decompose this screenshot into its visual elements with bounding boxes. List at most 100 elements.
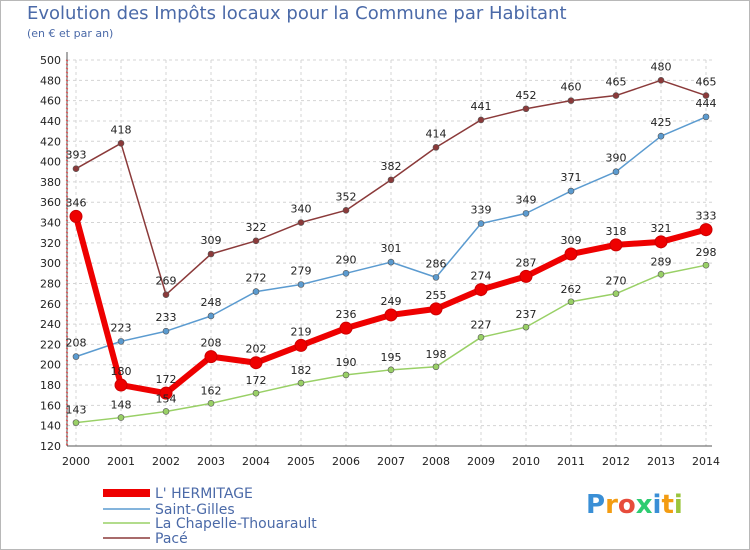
axis-accent xyxy=(65,251,69,254)
y-tick-label: 120 xyxy=(40,440,61,453)
axis-accent xyxy=(65,411,69,414)
data-label: 460 xyxy=(561,81,582,94)
data-label: 270 xyxy=(606,275,627,288)
legend-label: Pacé xyxy=(155,531,188,547)
data-label: 349 xyxy=(516,193,537,206)
data-point xyxy=(564,247,578,261)
axis-accent xyxy=(65,111,69,114)
data-point xyxy=(207,250,215,258)
data-label: 182 xyxy=(291,364,312,377)
data-label: 414 xyxy=(426,127,447,140)
data-label: 465 xyxy=(696,76,717,89)
axis-accent xyxy=(65,91,69,94)
data-point xyxy=(252,288,260,295)
data-point xyxy=(117,139,125,147)
data-label: 208 xyxy=(66,337,87,350)
data-label: 172 xyxy=(156,373,177,386)
data-label: 346 xyxy=(66,196,87,209)
y-tick-label: 480 xyxy=(40,74,61,87)
axis-accent xyxy=(65,283,69,286)
data-point xyxy=(342,270,350,277)
axis-accent xyxy=(65,67,69,70)
axis-accent xyxy=(65,147,69,150)
data-label: 237 xyxy=(516,308,537,321)
data-point xyxy=(432,144,440,151)
data-point xyxy=(702,92,710,99)
y-tick-label: 320 xyxy=(40,237,61,250)
x-tick-label: 2009 xyxy=(467,455,495,468)
data-point xyxy=(72,165,80,172)
axis-accent xyxy=(65,223,69,226)
chart-subtitle: (en € et par an) xyxy=(27,27,114,40)
axis-accent xyxy=(65,231,69,234)
y-tick-label: 180 xyxy=(40,379,61,392)
data-point xyxy=(612,290,620,297)
axis-accent xyxy=(65,259,69,262)
data-point xyxy=(702,261,710,269)
data-label: 202 xyxy=(246,343,267,356)
data-point xyxy=(297,219,305,226)
data-point xyxy=(342,207,350,214)
data-label: 198 xyxy=(426,348,447,361)
data-point xyxy=(339,321,353,335)
axis-accent xyxy=(65,179,69,182)
axis-accent xyxy=(65,299,69,302)
axis-accent xyxy=(65,291,69,294)
data-label: 339 xyxy=(471,204,492,217)
data-label: 309 xyxy=(201,234,222,247)
axis-accent xyxy=(65,435,69,438)
data-label: 309 xyxy=(561,234,582,247)
axis-accent xyxy=(65,211,69,214)
data-label: 352 xyxy=(336,190,357,203)
data-label: 190 xyxy=(336,356,357,369)
data-label: 286 xyxy=(426,257,447,270)
axis-accent xyxy=(65,131,69,134)
data-label: 255 xyxy=(426,289,447,302)
x-tick-label: 2014 xyxy=(692,455,720,468)
data-point xyxy=(252,389,260,397)
axis-accent xyxy=(65,171,69,174)
data-label: 301 xyxy=(381,242,402,255)
data-label: 249 xyxy=(381,295,402,308)
axis-accent xyxy=(65,95,69,98)
axis-accent xyxy=(65,83,69,86)
axis-accent xyxy=(65,427,69,430)
legend-label: L' HERMITAGE xyxy=(155,486,253,502)
axis-accent xyxy=(65,395,69,398)
axis-accent xyxy=(65,139,69,142)
data-point xyxy=(477,116,485,124)
axis-accent xyxy=(65,375,69,378)
x-tick-label: 2002 xyxy=(152,455,180,468)
data-point xyxy=(162,327,170,335)
data-label: 233 xyxy=(156,311,177,324)
x-tick-label: 2013 xyxy=(647,455,675,468)
axis-accent xyxy=(65,87,69,90)
data-label: 333 xyxy=(696,210,717,223)
x-tick-label: 2005 xyxy=(287,455,315,468)
data-point xyxy=(567,187,575,195)
axis-accent xyxy=(65,207,69,210)
data-label: 143 xyxy=(66,404,87,417)
axis-accent xyxy=(65,319,69,322)
data-point xyxy=(72,419,80,426)
y-tick-label: 360 xyxy=(40,196,61,209)
data-point xyxy=(567,97,575,104)
data-label: 287 xyxy=(516,256,537,269)
axis-accent xyxy=(65,419,69,422)
data-point xyxy=(387,366,395,374)
x-tick-label: 2003 xyxy=(197,455,225,468)
axis-accent xyxy=(65,367,69,370)
data-label: 154 xyxy=(156,392,177,405)
axis-accent xyxy=(65,263,69,266)
data-point xyxy=(72,353,80,360)
data-point xyxy=(387,176,395,184)
axis-accent xyxy=(65,379,69,382)
data-point xyxy=(522,323,530,331)
data-point xyxy=(657,132,665,140)
data-point xyxy=(654,235,668,249)
axis-accent xyxy=(65,159,69,162)
axis-accent xyxy=(65,267,69,270)
y-tick-label: 260 xyxy=(40,298,61,311)
axis-accent xyxy=(65,167,69,170)
axis-accent xyxy=(65,391,69,394)
